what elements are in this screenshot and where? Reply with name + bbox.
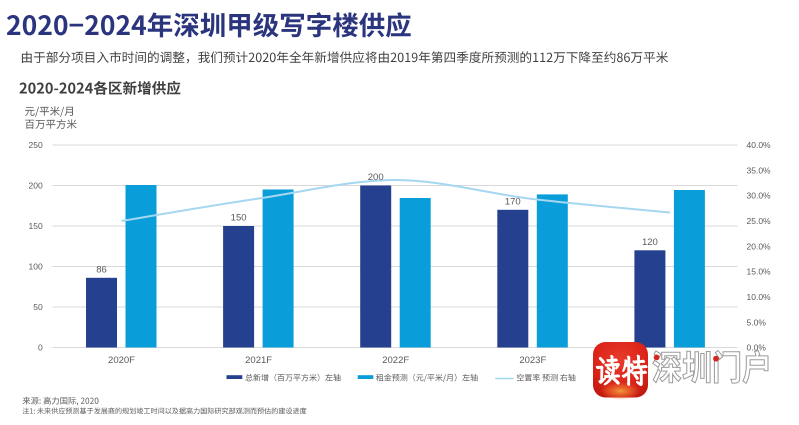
svg-text:25.0%: 25.0% [747,216,772,226]
svg-text:30.0%: 30.0% [747,191,772,201]
svg-text:170: 170 [505,197,521,208]
svg-text:20.0%: 20.0% [747,241,772,251]
svg-text:200: 200 [368,172,384,183]
svg-text:250: 250 [29,140,43,150]
svg-text:0.0%: 0.0% [747,343,767,353]
svg-text:120: 120 [642,237,658,248]
svg-text:5.0%: 5.0% [747,317,767,327]
svg-text:0: 0 [38,343,43,353]
svg-text:40.0%: 40.0% [747,140,772,150]
svg-text:200: 200 [29,181,43,191]
svg-text:150: 150 [29,221,43,231]
svg-text:2023F: 2023F [519,355,546,366]
svg-text:35.0%: 35.0% [747,165,772,175]
svg-text:86: 86 [96,265,107,276]
svg-text:50: 50 [33,302,43,312]
svg-text:2020F: 2020F [108,355,135,366]
svg-text:2021F: 2021F [245,355,272,366]
svg-text:10.0%: 10.0% [747,292,772,302]
svg-text:15.0%: 15.0% [747,267,772,277]
svg-text:2022F: 2022F [382,355,409,366]
svg-text:150: 150 [231,213,247,224]
svg-text:100: 100 [29,262,43,272]
